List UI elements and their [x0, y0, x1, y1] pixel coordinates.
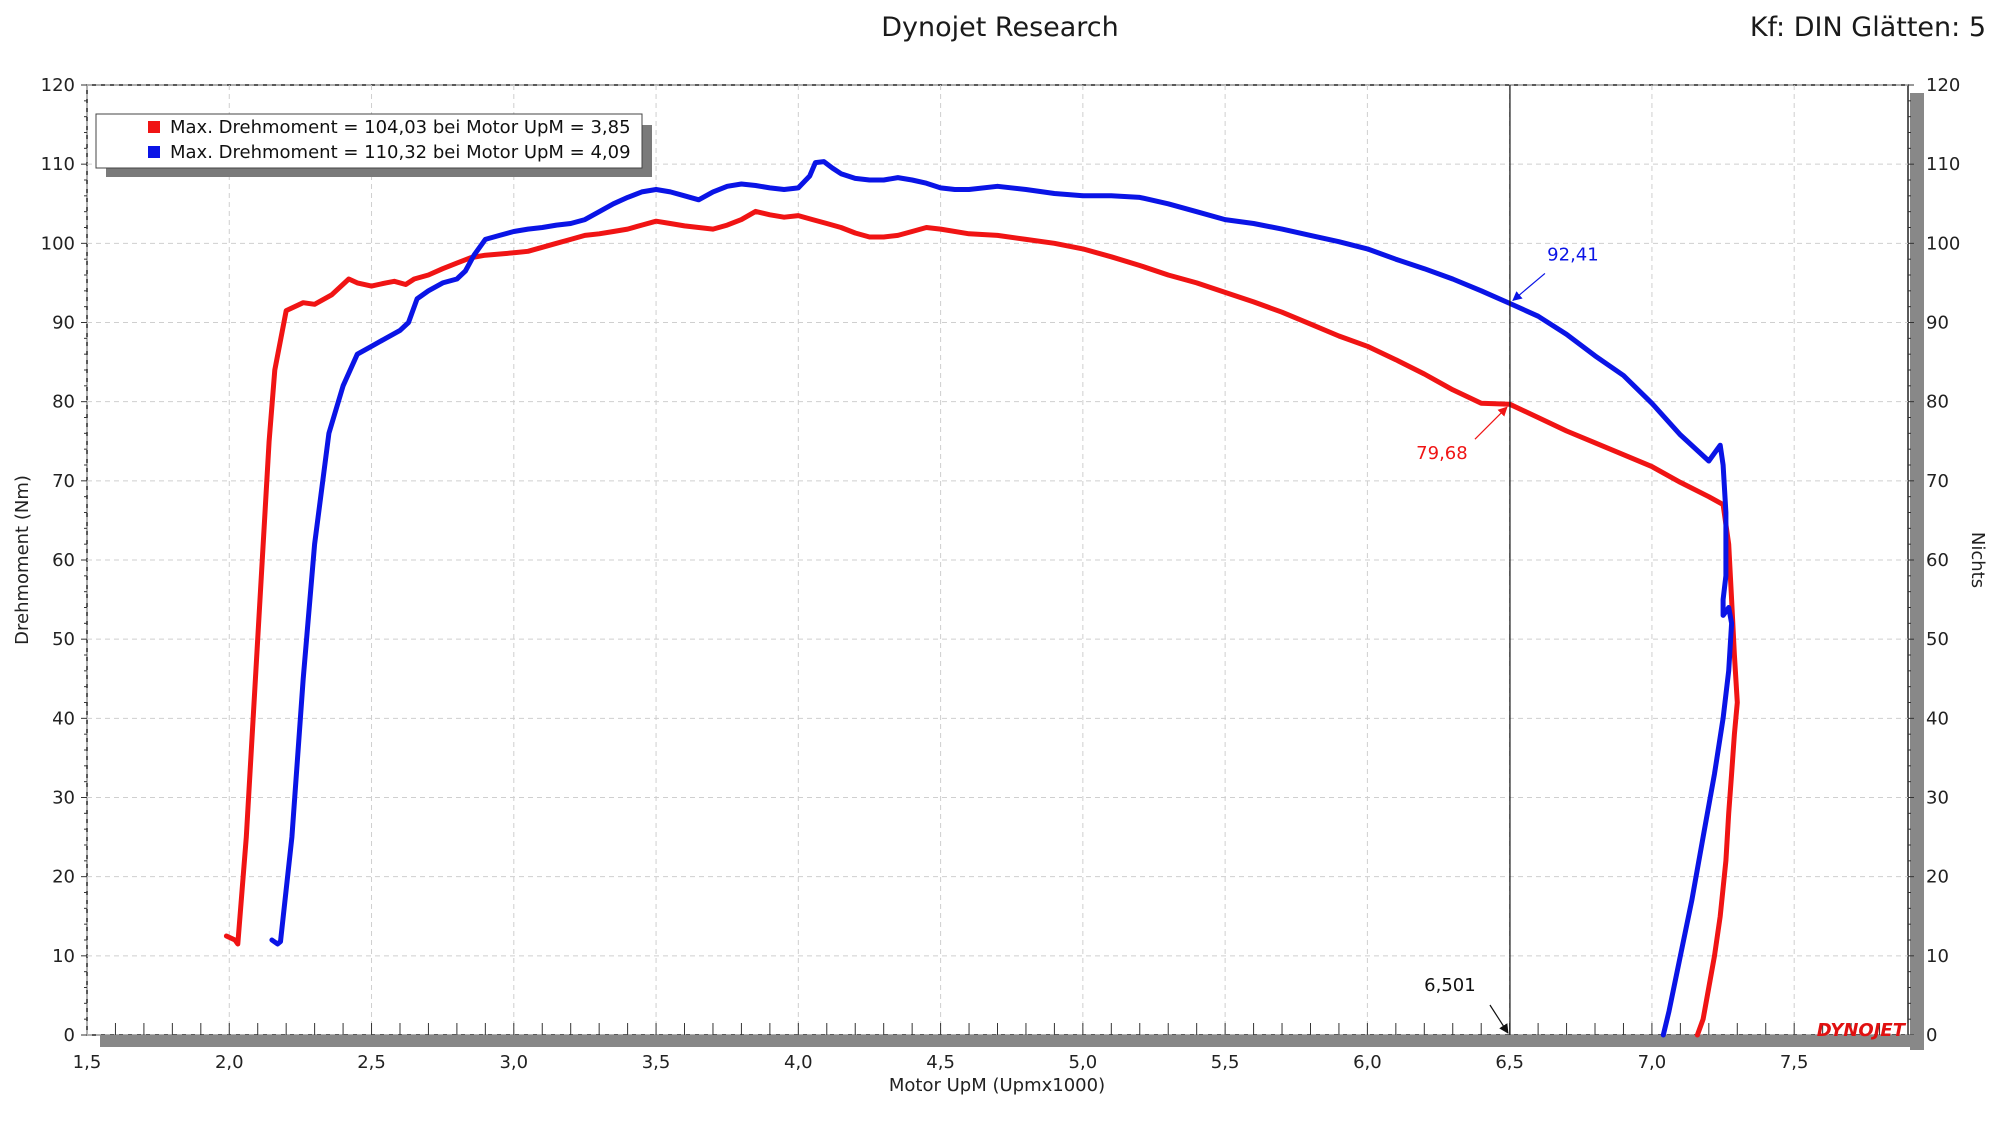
- x-tick-label: 5,0: [1069, 1052, 1098, 1073]
- legend: Max. Drehmoment = 104,03 bei Motor UpM =…: [95, 113, 652, 177]
- x-tick-label: 5,5: [1211, 1052, 1240, 1073]
- right-shadow-bar: [1910, 93, 1924, 1050]
- y-tick-label: 110: [41, 154, 75, 175]
- series-line-blue: [269, 159, 1735, 1038]
- y2-tick-label: 110: [1926, 154, 1960, 175]
- y-axis-title: Drehmoment (Nm): [12, 475, 33, 645]
- red-annotation-label: 79,68: [1416, 443, 1468, 464]
- blue-annotation-label: 92,41: [1547, 244, 1599, 265]
- y2-axis-title: Nichts: [1967, 532, 1988, 588]
- y-tick-label: 40: [52, 708, 75, 729]
- y-tick-label: 70: [52, 471, 75, 492]
- y-tick-label: 30: [52, 788, 75, 809]
- y2-tick-label: 30: [1926, 788, 1949, 809]
- y2-tick-label: 60: [1926, 550, 1949, 571]
- y2-tick-label: 0: [1926, 1025, 1937, 1046]
- x-tick-label: 4,0: [784, 1052, 813, 1073]
- x-tick-label: 4,5: [926, 1052, 955, 1073]
- axis-ticks: 1,5 2,0 2,5 3,0 3,5 4,0 4,5 5,0 5,5 6,0 6,5 7,0 7,5 0…: [41, 75, 1961, 1073]
- x-tick-label: 2,5: [357, 1052, 386, 1073]
- y2-tick-label: 40: [1926, 708, 1949, 729]
- y2-tick-label: 20: [1926, 867, 1949, 888]
- x-tick-label: 6,5: [1495, 1052, 1524, 1073]
- y-tick-label: 80: [52, 392, 75, 413]
- bottom-tick-band: [100, 1035, 1920, 1047]
- x-tick-label: 7,5: [1780, 1052, 1809, 1073]
- y-tick-label: 120: [41, 75, 75, 96]
- y-tick-label: 0: [64, 1025, 75, 1046]
- correction-smoothing-info: Kf: DIN Glätten: 5: [1749, 12, 1986, 43]
- x-tick-label: 7,0: [1638, 1052, 1667, 1073]
- x-axis-title: Motor UpM (Upmx1000): [889, 1075, 1105, 1096]
- legend-entry-red: Max. Drehmoment = 104,03 bei Motor UpM =…: [170, 117, 631, 138]
- y2-tick-label: 90: [1926, 313, 1949, 334]
- y2-tick-label: 100: [1926, 233, 1960, 254]
- y2-tick-label: 80: [1926, 392, 1949, 413]
- x-tick-label: 3,5: [642, 1052, 671, 1073]
- y-tick-label: 60: [52, 550, 75, 571]
- series-line-red: [223, 208, 1740, 1038]
- y2-tick-label: 120: [1926, 75, 1960, 96]
- y-tick-label: 10: [52, 946, 75, 967]
- x-tick-label: 6,0: [1353, 1052, 1382, 1073]
- y2-tick-label: 10: [1926, 946, 1949, 967]
- grid-lines: [86, 84, 1908, 1036]
- y-tick-label: 20: [52, 867, 75, 888]
- y-tick-label: 100: [41, 233, 75, 254]
- chart-title: Dynojet Research: [881, 12, 1119, 43]
- series-lines: [223, 159, 1740, 1038]
- legend-box: [95, 113, 643, 169]
- x-tick-label: 1,5: [73, 1052, 102, 1073]
- red-annotation-arrow: [1474, 406, 1508, 440]
- blue-annotation-arrow: [1512, 272, 1546, 302]
- y-tick-label: 90: [52, 313, 75, 334]
- dynojet-watermark: DYNOJET: [1817, 1020, 1907, 1041]
- cursor-value-label: 6,501: [1424, 975, 1476, 996]
- legend-swatch-blue: [148, 146, 160, 158]
- legend-entry-blue: Max. Drehmoment = 110,32 bei Motor UpM =…: [170, 142, 631, 163]
- x-tick-label: 2,0: [215, 1052, 244, 1073]
- cursor-arrow: [1489, 1004, 1509, 1034]
- x-tick-label: 3,0: [499, 1052, 528, 1073]
- y2-tick-label: 50: [1926, 629, 1949, 650]
- y-tick-label: 50: [52, 629, 75, 650]
- legend-swatch-red: [148, 121, 160, 133]
- y2-tick-label: 70: [1926, 471, 1949, 492]
